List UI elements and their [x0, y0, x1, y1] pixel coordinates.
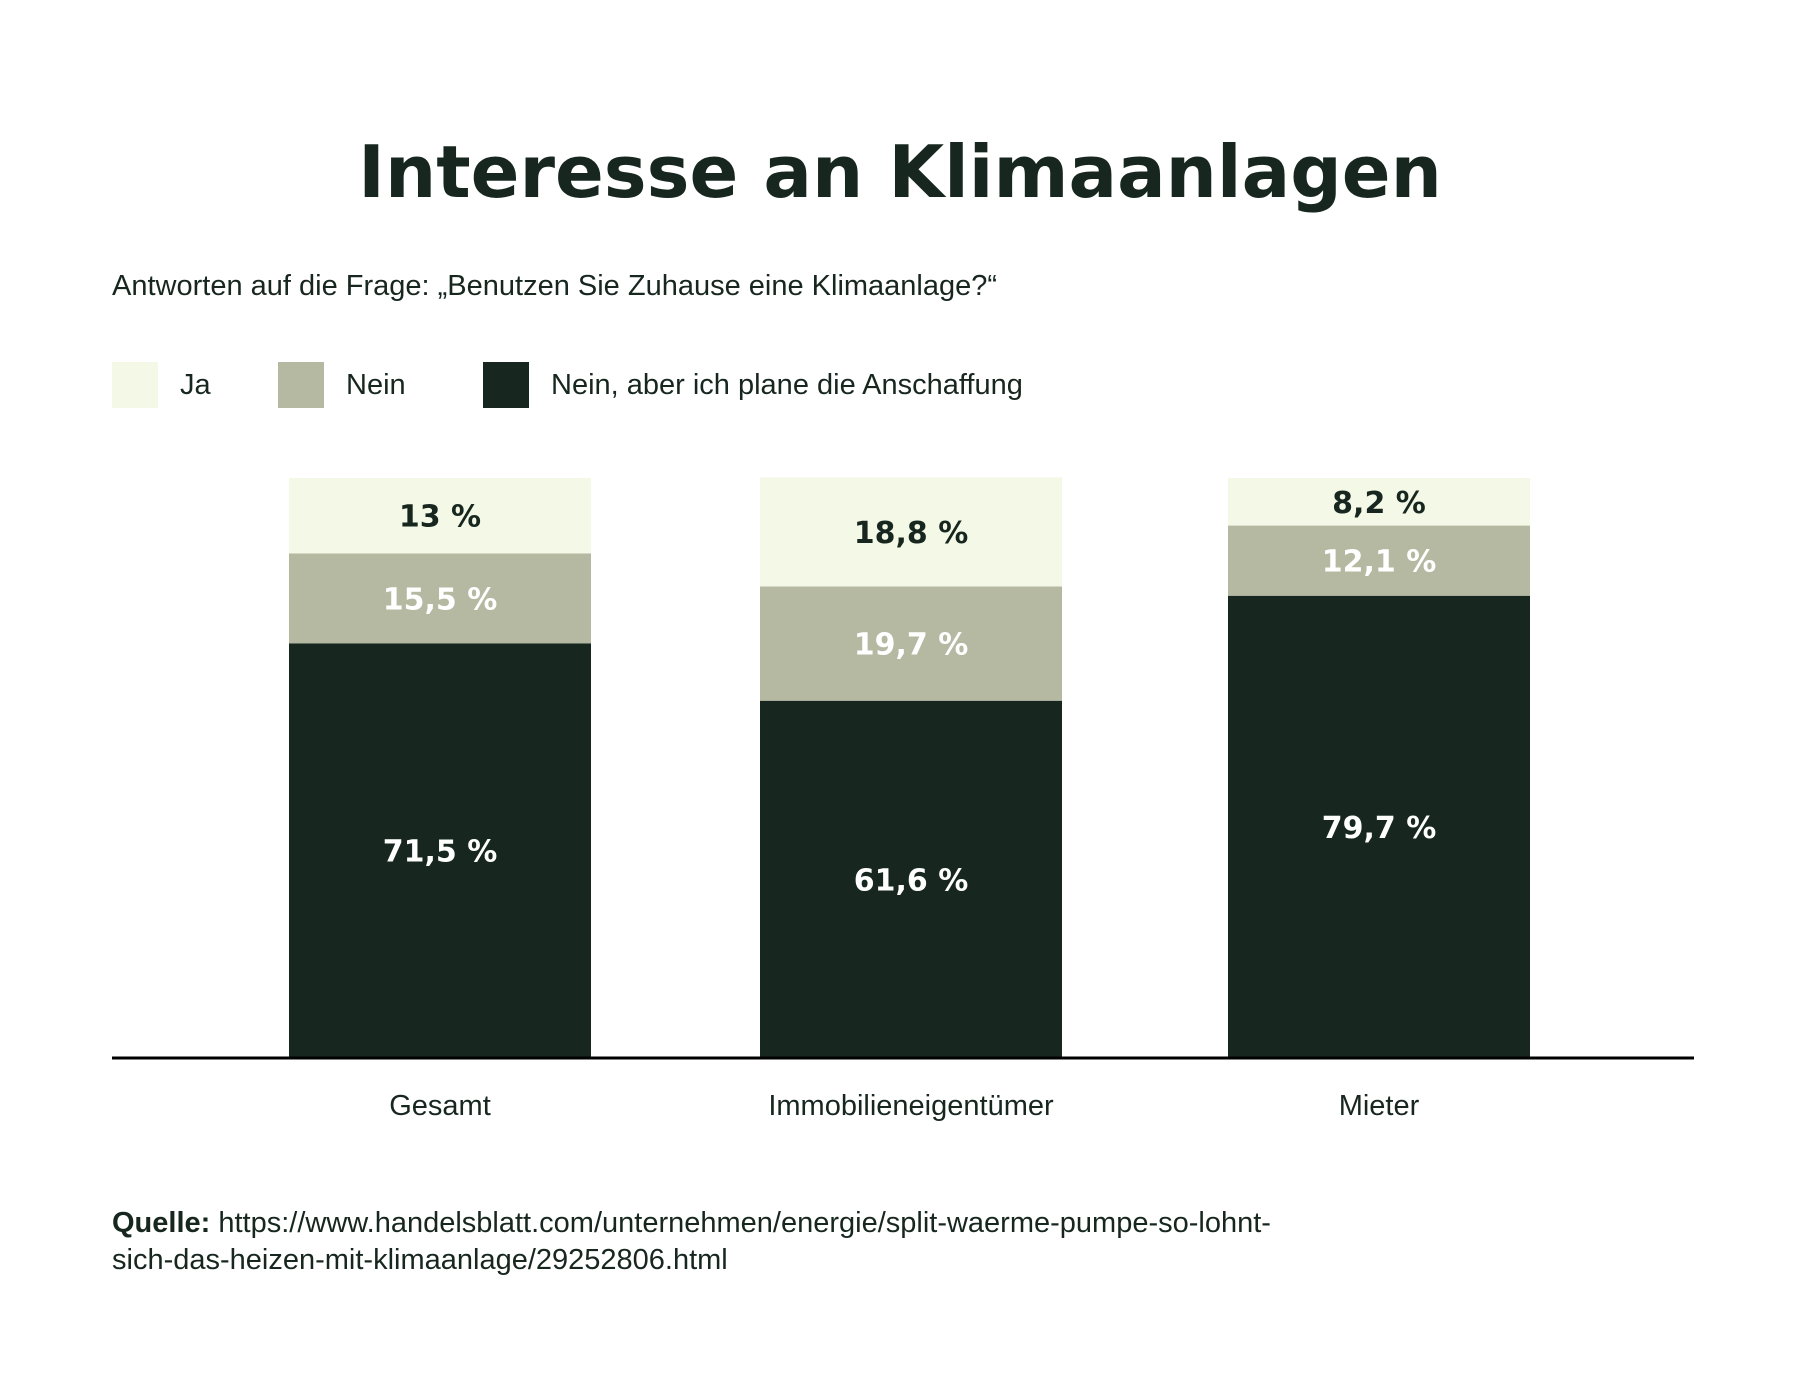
category-tick-label: Gesamt [389, 1090, 491, 1122]
category-tick-label: Mieter [1339, 1090, 1420, 1122]
source-note: Quelle: https://www.handelsblatt.com/unt… [112, 1205, 1312, 1279]
source-url: https://www.handelsblatt.com/unternehmen… [112, 1207, 1271, 1276]
bar-segment [760, 586, 1062, 701]
chart-title: Interesse an Klimaanlagen [358, 130, 1442, 214]
category-tick-label: Immobilieneigentümer [768, 1090, 1054, 1122]
legend-label-plan: Nein, aber ich plane die Anschaffung [551, 369, 1023, 401]
chart-subtitle: Antworten auf die Frage: „Benutzen Sie Z… [112, 270, 998, 302]
data-label: 18,8 % [854, 516, 969, 551]
data-label: 79,7 % [1322, 811, 1437, 846]
bar-segment [289, 643, 591, 1058]
bar-segment [1228, 595, 1530, 1058]
bar-segment [760, 477, 1062, 587]
data-label: 15,5 % [383, 582, 498, 617]
bar-segment [760, 700, 1062, 1058]
data-label: 12,1 % [1322, 545, 1437, 580]
bar-segment [289, 478, 591, 554]
legend-swatch-ja [112, 362, 158, 408]
legend-swatch-nein [278, 362, 324, 408]
bar-segment [1228, 478, 1530, 526]
data-label: 13 % [399, 500, 481, 535]
legend-label-nein: Nein [346, 369, 406, 401]
legend-swatch-plan [483, 362, 529, 408]
source-label: Quelle: [112, 1207, 211, 1239]
legend-label-ja: Ja [180, 369, 211, 401]
data-label: 61,6 % [854, 863, 969, 898]
bar-segment [289, 553, 591, 644]
data-label: 71,5 % [383, 835, 498, 870]
data-label: 19,7 % [854, 628, 969, 663]
data-label: 8,2 % [1332, 486, 1426, 521]
bar-segment [1228, 525, 1530, 596]
